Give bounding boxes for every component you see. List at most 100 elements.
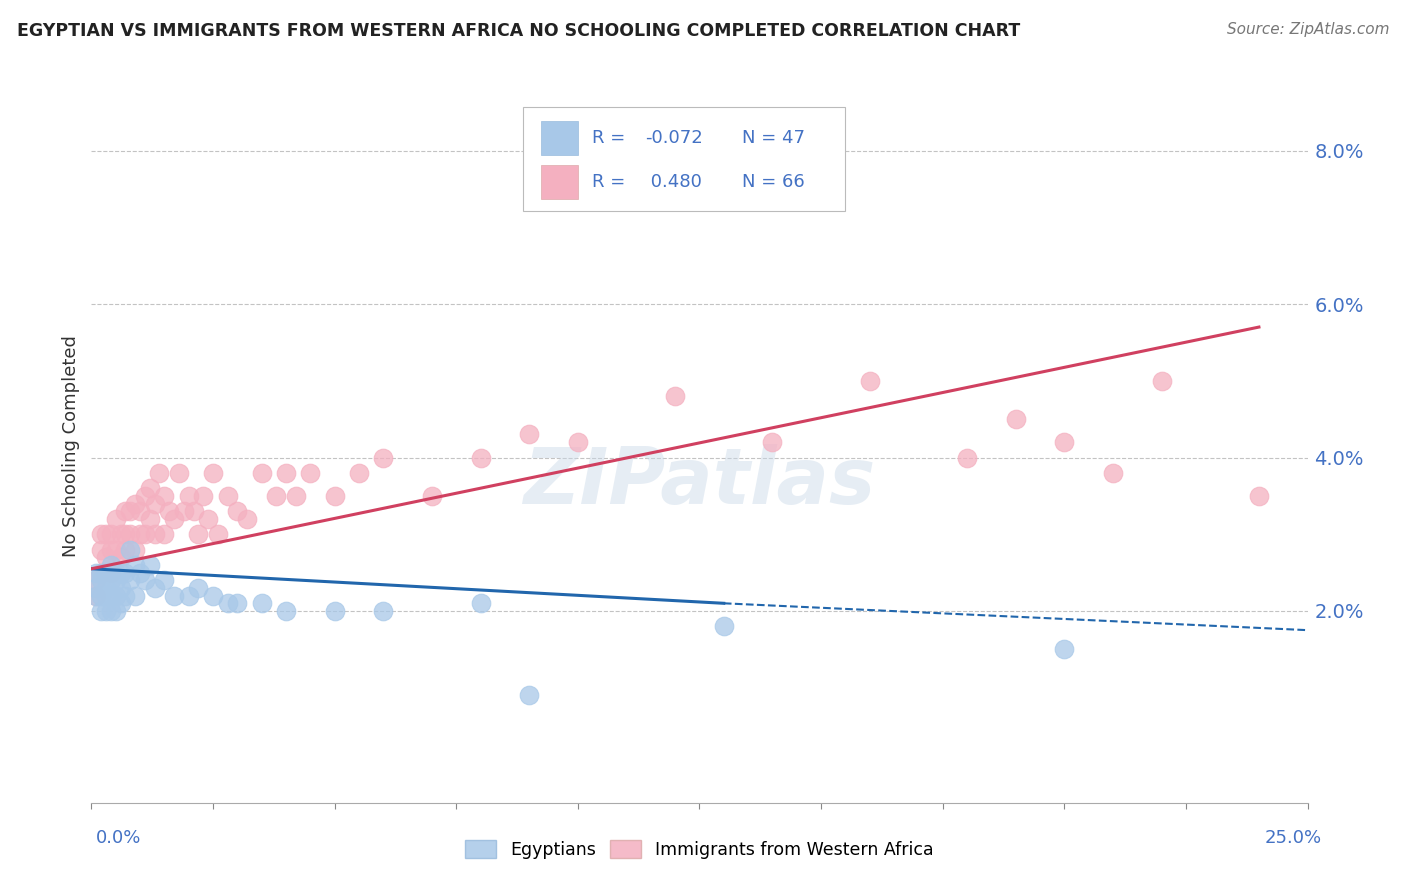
- Point: [274, 604, 297, 618]
- Point: [139, 558, 162, 572]
- Point: [470, 450, 492, 465]
- Point: [120, 574, 142, 588]
- Point: [124, 542, 146, 557]
- Point: [177, 489, 200, 503]
- Point: [217, 596, 239, 610]
- Point: [94, 581, 117, 595]
- Point: [1150, 374, 1173, 388]
- Text: -0.072: -0.072: [645, 128, 703, 146]
- Point: [134, 489, 156, 503]
- Point: [134, 574, 156, 588]
- Point: [110, 566, 132, 580]
- Point: [157, 504, 180, 518]
- Y-axis label: No Schooling Completed: No Schooling Completed: [62, 335, 80, 557]
- Point: [187, 581, 209, 595]
- Point: [120, 542, 142, 557]
- Point: [299, 466, 322, 480]
- Point: [94, 604, 117, 618]
- Point: [713, 619, 735, 633]
- FancyBboxPatch shape: [541, 120, 578, 155]
- Point: [1247, 489, 1270, 503]
- Point: [1053, 642, 1076, 657]
- Point: [94, 589, 117, 603]
- Point: [134, 527, 156, 541]
- Text: 0.480: 0.480: [645, 173, 702, 191]
- Point: [104, 604, 127, 618]
- Point: [420, 489, 443, 503]
- Text: R =: R =: [592, 173, 631, 191]
- Point: [129, 566, 152, 580]
- Point: [110, 596, 132, 610]
- Point: [100, 604, 122, 618]
- Text: R =: R =: [592, 128, 631, 146]
- Point: [120, 527, 142, 541]
- Legend: Egyptians, Immigrants from Western Africa: Egyptians, Immigrants from Western Afric…: [458, 833, 941, 865]
- Point: [1102, 466, 1125, 480]
- Point: [100, 527, 122, 541]
- Point: [100, 542, 122, 557]
- Point: [153, 527, 176, 541]
- Text: ZIPatlas: ZIPatlas: [523, 443, 876, 520]
- Point: [664, 389, 686, 403]
- Point: [148, 466, 170, 480]
- Point: [100, 574, 122, 588]
- Point: [1004, 412, 1026, 426]
- Point: [104, 574, 127, 588]
- Point: [124, 497, 146, 511]
- Point: [143, 527, 166, 541]
- Point: [90, 574, 112, 588]
- Point: [517, 427, 540, 442]
- Point: [202, 589, 225, 603]
- Point: [90, 604, 112, 618]
- Point: [114, 504, 136, 518]
- Text: 25.0%: 25.0%: [1264, 829, 1322, 847]
- Point: [114, 589, 136, 603]
- Point: [226, 596, 249, 610]
- Point: [761, 435, 783, 450]
- Point: [139, 481, 162, 495]
- Point: [90, 542, 112, 557]
- Point: [202, 466, 225, 480]
- Point: [274, 466, 297, 480]
- Point: [143, 497, 166, 511]
- Point: [236, 512, 259, 526]
- Point: [100, 566, 122, 580]
- Point: [110, 581, 132, 595]
- Point: [104, 566, 127, 580]
- Point: [90, 589, 112, 603]
- Point: [104, 542, 127, 557]
- Point: [153, 489, 176, 503]
- Point: [173, 504, 195, 518]
- Text: 0.0%: 0.0%: [96, 829, 141, 847]
- Point: [84, 574, 107, 588]
- Point: [470, 596, 492, 610]
- Point: [114, 527, 136, 541]
- Point: [956, 450, 979, 465]
- Point: [124, 558, 146, 572]
- Point: [104, 512, 127, 526]
- Point: [163, 589, 186, 603]
- Point: [517, 689, 540, 703]
- Point: [167, 466, 190, 480]
- Point: [187, 527, 209, 541]
- Point: [163, 512, 186, 526]
- Point: [84, 589, 107, 603]
- Point: [84, 589, 107, 603]
- Text: N = 66: N = 66: [742, 173, 804, 191]
- Point: [217, 489, 239, 503]
- Point: [129, 504, 152, 518]
- Point: [129, 527, 152, 541]
- Point: [100, 589, 122, 603]
- Point: [1053, 435, 1076, 450]
- Point: [177, 589, 200, 603]
- Point: [100, 558, 122, 572]
- Point: [104, 589, 127, 603]
- Point: [323, 489, 346, 503]
- Point: [323, 604, 346, 618]
- Point: [153, 574, 176, 588]
- Point: [226, 504, 249, 518]
- Point: [124, 589, 146, 603]
- Text: EGYPTIAN VS IMMIGRANTS FROM WESTERN AFRICA NO SCHOOLING COMPLETED CORRELATION CH: EGYPTIAN VS IMMIGRANTS FROM WESTERN AFRI…: [17, 22, 1021, 40]
- Text: Source: ZipAtlas.com: Source: ZipAtlas.com: [1226, 22, 1389, 37]
- Point: [207, 527, 229, 541]
